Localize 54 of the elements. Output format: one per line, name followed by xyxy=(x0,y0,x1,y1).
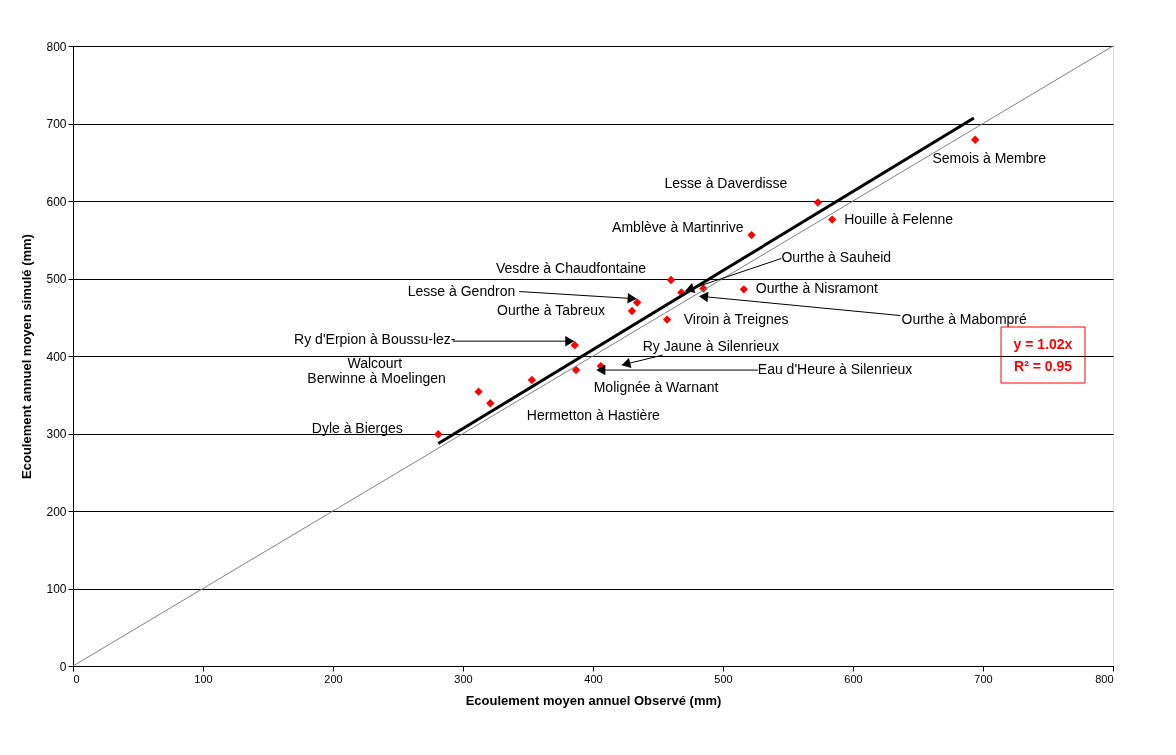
y-tick-label: 100 xyxy=(46,582,67,596)
annotation: Dyle à Bierges xyxy=(311,420,403,437)
point xyxy=(971,135,980,144)
annotation: Hermetton à Hastière xyxy=(526,407,661,424)
annotation: Ry Jaune à Silenrieux xyxy=(642,338,779,355)
annotation: Ry d'Erpion à Boussu-lez- Walcourt xyxy=(294,331,456,372)
x-tick-label: 700 xyxy=(974,672,993,685)
y-tick-label: 600 xyxy=(46,194,67,209)
annotation: Ourthe à Sauheid xyxy=(781,249,892,266)
annotation: Amblève à Martinrive xyxy=(612,219,744,236)
point xyxy=(828,215,837,224)
y-tick-label: 800 xyxy=(46,39,67,54)
annotation: Ourthe à Mabompré xyxy=(901,310,1027,327)
annotation: Ourthe à Tabreux xyxy=(497,302,605,319)
point xyxy=(747,230,756,240)
point xyxy=(739,285,748,294)
x-tick-label: 100 xyxy=(194,672,213,685)
x-tick-label: 500 xyxy=(714,672,733,685)
annotation: Viroin à Treignes xyxy=(683,310,789,327)
point xyxy=(662,315,672,324)
annotation: Houille à Felenne xyxy=(844,210,954,227)
point xyxy=(570,340,579,350)
x-tick-label: 200 xyxy=(324,672,343,685)
annotation: y = 1.02x R² = 0.95 xyxy=(1013,336,1073,374)
point xyxy=(813,198,823,207)
y-tick-label: 700 xyxy=(46,117,67,131)
annotation: Semois à Membre xyxy=(932,149,1047,166)
annotation: Lesse à Daverdisse xyxy=(664,174,788,191)
annotation: Molignée à Warnant xyxy=(593,378,719,395)
x-tick-label: 800 xyxy=(1095,672,1114,685)
point xyxy=(486,399,495,408)
annotation: Berwinne à Moelingen xyxy=(307,369,446,386)
y-tick-label: 0 xyxy=(59,659,67,674)
y-tick-label: 500 xyxy=(46,272,67,286)
y-tick-label: 400 xyxy=(46,349,67,364)
annotation: Eau d'Heure à Silenrieux xyxy=(757,361,913,378)
y-tick-label: 300 xyxy=(46,427,67,441)
point xyxy=(527,375,537,385)
x-tick-label: 0 xyxy=(73,672,80,685)
x-axis-title: Ecoulement moyen annuel Observé (mm) xyxy=(465,692,722,708)
point xyxy=(434,430,443,439)
point xyxy=(666,275,676,285)
x-tick-label: 300 xyxy=(454,672,473,685)
point xyxy=(474,387,483,396)
annotation: Lesse à Gendron xyxy=(407,282,516,299)
annotation: Ourthe à Nisramont xyxy=(755,280,879,297)
x-tick-label: 600 xyxy=(844,672,863,685)
y-axis-title: Ecoulement annuel moyen simulé (mm) xyxy=(19,234,35,479)
point xyxy=(633,298,642,307)
point xyxy=(627,306,637,316)
y-tick-label: 200 xyxy=(46,504,67,519)
annotation: Vesdre à Chaudfontaine xyxy=(495,260,647,277)
point xyxy=(571,365,581,375)
x-tick-label: 400 xyxy=(584,672,603,685)
